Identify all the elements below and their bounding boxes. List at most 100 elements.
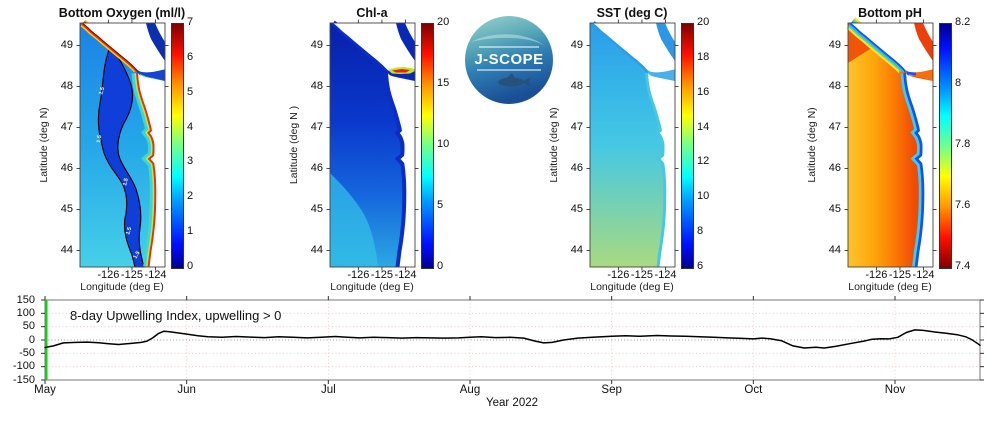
lat-tick-label: 49: [60, 38, 73, 51]
colorbar-tick-label: 10: [697, 190, 710, 203]
colorbar-oxygen: [171, 23, 184, 269]
lon-tick-label: -126: [97, 269, 120, 281]
upwelling-month-label: Aug: [459, 384, 481, 396]
upwelling-month-label: Sep: [601, 384, 622, 396]
lat-tick-label: 47: [60, 120, 73, 133]
lat-tick-label: 46: [60, 161, 73, 174]
lat-tick-label: 49: [310, 38, 323, 51]
map-frame: [79, 22, 166, 268]
upwelling-y-tick-label: 150: [16, 293, 35, 306]
lat-tick-label: 44: [828, 243, 841, 256]
colorbar-tick-label: 6: [697, 260, 704, 272]
x-axis-label: Longitude (deg E): [590, 281, 674, 293]
logo-light-rays: [471, 34, 545, 46]
colorbar-tick-label: 5: [187, 85, 194, 98]
panel-bottom-ph: Bottom pH Latitude (deg N): [803, 0, 988, 296]
upwelling-y-tick-label: 50: [22, 320, 35, 333]
longitude-tick-labels: -126 -125 -124: [285, 269, 470, 283]
lat-tick-label: 46: [570, 161, 583, 174]
colorbar-ph: [939, 23, 952, 269]
upwelling-month-label: Jul: [320, 384, 336, 396]
colorbar-tick-label: 2: [187, 190, 194, 203]
lat-tick-label: 46: [828, 161, 841, 174]
sst-map-canvas: [586, 19, 679, 271]
axis-ticks: [844, 19, 937, 271]
upwelling-y-tick-label: 100: [16, 306, 35, 319]
colorbar-tick-labels: 20 15 10 5 0: [437, 16, 470, 272]
contour-labels: 1.5 1.5 1.5 1.5 1.5: [96, 86, 141, 260]
x-axis-label: Longitude (deg E): [848, 281, 932, 293]
lat-tick-label: 49: [570, 38, 583, 51]
lon-tick-label: -125: [888, 269, 911, 281]
lon-tick-label: -124: [912, 269, 935, 281]
map-title-oxygen: Bottom Oxygen (ml/l): [58, 6, 186, 20]
lat-tick-label: 48: [60, 79, 73, 92]
colorbar-tick-labels: 20 18 16 14 12 10 8 6: [697, 16, 730, 272]
lon-tick-label: -126: [607, 269, 630, 281]
upwelling-y-tick-label: -100: [12, 360, 35, 373]
lon-tick-label: -125: [120, 269, 143, 281]
upwelling-index-curve: [44, 329, 981, 349]
colorbar-tick-label: 14: [697, 120, 710, 133]
lat-tick-label: 47: [310, 120, 323, 133]
x-axis-label: Longitude (deg E): [330, 281, 414, 293]
colorbar-tick-label: 7.8: [955, 138, 971, 150]
jscope-logo: J-SCOPE: [465, 16, 553, 104]
colorbar-tick-label: 7: [187, 16, 194, 28]
colorbar-tick-label: 0: [187, 260, 194, 272]
lat-tick-label: 44: [310, 243, 323, 256]
upwelling-month-label: Jun: [177, 384, 196, 396]
upwelling-month-label: Oct: [744, 384, 763, 396]
colorbar-tick-label: 20: [437, 16, 450, 28]
lon-tick-label: -126: [865, 269, 888, 281]
upwelling-y-tick-label: 0: [28, 333, 35, 346]
lat-tick-label: 47: [570, 120, 583, 133]
colorbar-tick-label: 8: [697, 225, 704, 238]
map-title-chla: Chl-a: [356, 6, 388, 20]
colorbar-tick-label: 18: [697, 50, 710, 63]
colorbar-chla: [421, 23, 434, 269]
axis-ticks: [326, 19, 419, 271]
panel-chlorophyll: Chl-a Latitude (deg N ): [285, 0, 470, 296]
colorbar-tick-label: 7.6: [955, 199, 971, 211]
latitude-tick-labels: 49 48 47 46 45 44: [803, 23, 844, 267]
colorbar-tick-label: 8: [955, 77, 962, 89]
lon-tick-label: -125: [370, 269, 393, 281]
ph-map-canvas: [848, 23, 937, 267]
lat-tick-label: 46: [310, 161, 323, 174]
svg-text:1.5: 1.5: [96, 135, 103, 144]
colorbar-tick-label: 3: [187, 155, 194, 168]
upwelling-y-tick-label: -50: [19, 346, 35, 359]
colorbar-tick-label: 5: [437, 199, 444, 211]
colorbar-tick-label: 15: [437, 77, 450, 89]
lat-tick-label: 48: [828, 79, 841, 92]
upwelling-month-label: May: [34, 384, 56, 396]
map-frame: [589, 22, 676, 268]
map-title-ph: Bottom pH: [858, 6, 922, 20]
colorbar-tick-label: 1: [187, 225, 194, 238]
lat-tick-label: 48: [310, 79, 323, 92]
longitude-tick-labels: -126 -125 -124: [545, 269, 730, 283]
lat-tick-label: 44: [60, 243, 73, 256]
panel-bottom-oxygen: Bottom Oxygen (ml/l) Latitude (deg N): [35, 0, 220, 296]
x-axis-label: Longitude (deg E): [80, 281, 164, 293]
lat-tick-label: 45: [310, 202, 323, 215]
svg-text:1.5: 1.5: [122, 178, 130, 187]
latitude-tick-labels: 49 48 47 46 45 44: [545, 23, 586, 267]
logo-text: J-SCOPE: [474, 51, 543, 68]
colorbar-tick-label: 16: [697, 85, 710, 98]
lat-tick-label: 48: [570, 79, 583, 92]
colorbar-tick-label: 7.4: [955, 260, 971, 272]
chla-map-canvas: [326, 19, 419, 267]
upwelling-timeseries-panel: 150 100 50 0 -50 -100 -150 May Jun Jul Aug Sep Oct N…: [0, 292, 1000, 424]
svg-text:1.5: 1.5: [125, 226, 133, 235]
lon-tick-label: -124: [654, 269, 677, 281]
panel-sst: SST (deg C) Latitude (deg N) 49 48 47 4: [545, 0, 730, 296]
latitude-tick-labels: 49 48 47 46 45 44: [35, 23, 76, 267]
colorbar-tick-label: 10: [437, 138, 450, 150]
map-title-sst: SST (deg C): [596, 6, 668, 20]
lat-tick-label: 45: [828, 202, 841, 215]
latitude-tick-labels: 49 48 47 46 45 44: [285, 23, 326, 267]
colorbar-sst: [681, 23, 694, 269]
